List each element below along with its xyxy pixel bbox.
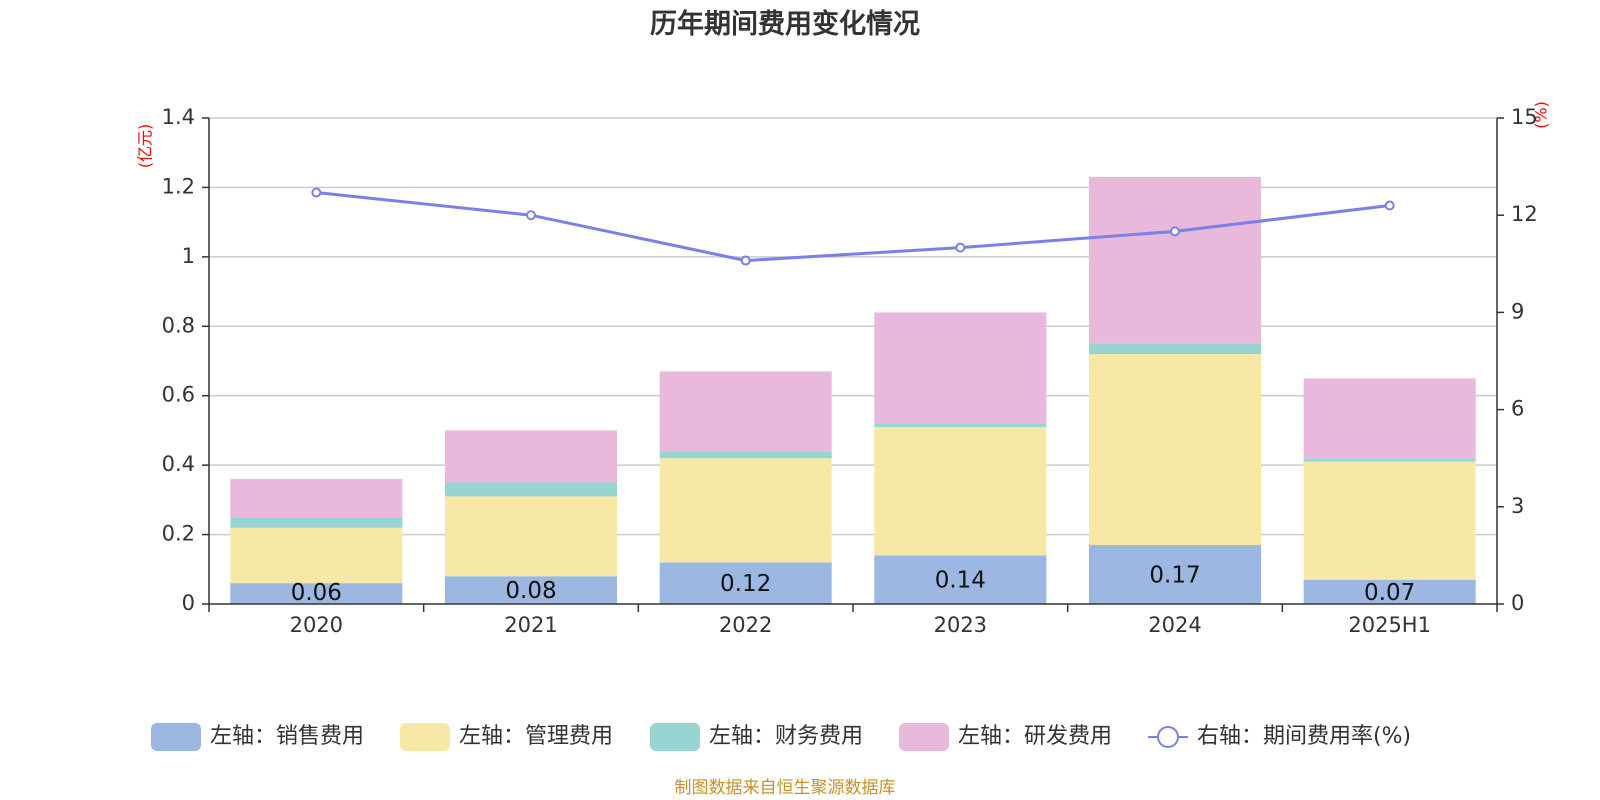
- source-note: 制图数据来自恒生聚源数据库: [675, 778, 896, 798]
- line-point: [1170, 226, 1180, 237]
- bar-segment: [659, 451, 832, 459]
- bar-segment: [1303, 579, 1476, 604]
- line-series-path: [316, 191, 1390, 263]
- grid-lines: [209, 117, 1497, 536]
- line-point: [955, 242, 966, 253]
- legend-item: 左轴：管理费用: [400, 723, 613, 751]
- bar-segment: [659, 458, 832, 563]
- bar-data-label: 0.08: [505, 578, 556, 604]
- left-axis-tick-label: 0: [182, 591, 195, 615]
- left-axis-tick-label: 1: [182, 244, 195, 268]
- legend-label: 左轴：销售费用: [210, 724, 364, 749]
- left-axis-tick-label: 0.2: [162, 522, 195, 546]
- right-axis-tick-label: 12: [1511, 202, 1538, 226]
- left-axis-tick-label: 0.6: [162, 383, 195, 407]
- bar-segment: [1089, 343, 1261, 355]
- bar-segment: [445, 496, 617, 577]
- bar-segment: [445, 482, 617, 497]
- legend-swatch: [151, 723, 201, 751]
- right-axis-unit: (%): [1532, 101, 1551, 129]
- bar-segment: [230, 479, 403, 518]
- bar-segment: [230, 583, 403, 604]
- line-point: [526, 210, 536, 221]
- bar-data-label: 0.14: [935, 568, 986, 594]
- right-axis-tick-label: 0: [1511, 591, 1524, 615]
- bar-segment: [1089, 544, 1261, 604]
- right-axis-tick-label: 6: [1511, 397, 1524, 421]
- legend-label: 左轴：管理费用: [459, 724, 613, 749]
- legend-swatch: [650, 723, 700, 751]
- bar-data-label: 0.12: [720, 571, 771, 597]
- bar-segment: [659, 562, 832, 604]
- legend-item: 左轴：销售费用: [151, 723, 364, 751]
- legend: 左轴：销售费用 左轴：管理费用 左轴：财务费用 左轴：研发费用 右轴：期间费用率(%): [151, 723, 1411, 751]
- bar-segment: [1303, 461, 1476, 580]
- legend-label: 右轴：期间费用率(%): [1197, 724, 1411, 749]
- bar-segment: [230, 517, 403, 528]
- bar-segment: [230, 527, 403, 584]
- left-axis-tick-label: 0.8: [162, 313, 195, 337]
- bar-data-label: 0.17: [1149, 562, 1200, 588]
- bar-segment: [874, 423, 1047, 427]
- bar-segment: [874, 555, 1047, 604]
- legend-swatch: [899, 723, 949, 751]
- bar-series: [230, 177, 1476, 604]
- x-axis-tick-label: 2020: [290, 613, 343, 637]
- bar-segment: [1303, 458, 1476, 462]
- chart-title: 历年期间费用变化情况: [650, 8, 920, 40]
- right-axis-tick-label: 9: [1511, 299, 1524, 323]
- x-axis-tick-label: 2021: [504, 613, 557, 637]
- bar-segment: [445, 576, 617, 604]
- x-axis-tick-label: 2025H1: [1348, 613, 1431, 637]
- legend-label: 左轴：财务费用: [709, 724, 863, 749]
- bar-segment: [1303, 378, 1476, 459]
- line-point: [740, 255, 751, 266]
- left-axis-tick-label: 1.4: [162, 105, 195, 129]
- legend-swatch-marker: [1157, 726, 1179, 748]
- bar-data-label: 0.07: [1364, 580, 1415, 606]
- legend-swatch: [400, 723, 450, 751]
- bar-segment: [874, 312, 1047, 424]
- legend-item: 左轴：研发费用: [899, 723, 1112, 751]
- data-labels: 0.06 0.08 0.12 0.14 0.17 0.07: [291, 562, 1416, 606]
- line-series: [311, 187, 1395, 266]
- bar-segment: [659, 371, 832, 452]
- x-axis-tick-label: 2024: [1148, 613, 1201, 637]
- legend-item: 右轴：期间费用率(%): [1148, 724, 1411, 749]
- x-axis-tick-label: 2022: [719, 613, 772, 637]
- axes: 0 0.2 0.4 0.6 0.8 1 1.2 1.4 0 3 6 9 12 15 2020 2021 2022…: [162, 105, 1538, 637]
- legend-label: 左轴：研发费用: [958, 724, 1112, 749]
- right-axis-tick-label: 15: [1511, 105, 1538, 129]
- bar-segment: [1089, 177, 1261, 344]
- legend-item: 左轴：财务费用: [650, 723, 863, 751]
- line-point: [1384, 200, 1395, 211]
- bar-segment: [445, 430, 617, 483]
- bar-data-label: 0.06: [291, 580, 342, 606]
- bar-segment: [874, 426, 1047, 556]
- left-axis-tick-label: 0.4: [162, 452, 195, 476]
- x-axis-tick-label: 2023: [934, 613, 987, 637]
- left-axis-tick-label: 1.2: [162, 174, 195, 198]
- right-axis-tick-label: 3: [1511, 494, 1524, 518]
- line-point: [311, 187, 322, 198]
- bar-segment: [1089, 354, 1261, 545]
- left-axis-unit: (亿元): [136, 124, 155, 169]
